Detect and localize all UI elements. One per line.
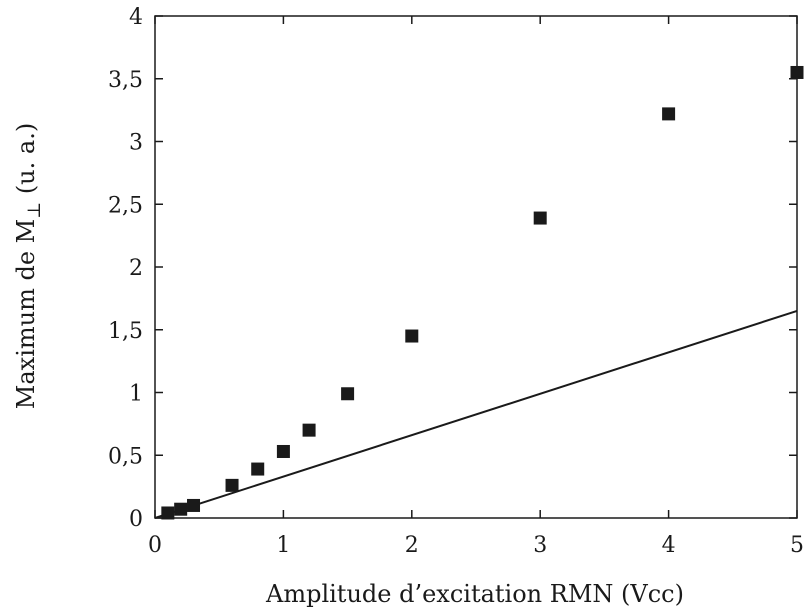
data-point [276,444,290,458]
fit-line-group [154,309,798,519]
x-tick-label: 2 [405,533,419,558]
y-tick-label: 2,5 [108,193,143,218]
y-axis-label-main: Maximum de M [12,219,40,409]
reference-line [154,309,798,519]
data-point [662,107,676,121]
data-point [174,502,188,516]
data-point [405,329,419,343]
y-tick-label: 2 [129,256,143,281]
data-markers [161,65,804,520]
y-tick-label: 1 [129,382,143,407]
data-point [302,423,316,437]
data-point [251,462,265,476]
plot-frame [154,15,798,519]
data-point [790,65,804,79]
x-axis-label: Amplitude d’excitation RMN (Vcc) [265,580,684,608]
y-tick-label: 1,5 [108,319,143,344]
y-tick-label: 3,5 [108,68,143,93]
y-tick-label: 0 [129,507,143,532]
x-tick-label: 5 [790,533,804,558]
y-tick-label: 4 [129,5,143,30]
data-point [533,211,547,225]
y-axis-ticks: 0 0,5 1 1,5 2 2,5 3 3,5 4 [108,5,797,532]
data-point [341,387,355,401]
data-point [225,478,239,492]
data-point [161,506,175,520]
plot-border [154,15,798,519]
y-axis-label: Maximum de M⊥ (u. a.) [12,123,45,409]
y-axis-label-unit: (u. a.) [12,123,40,202]
x-tick-label: 1 [276,533,290,558]
x-axis-ticks: 0 1 2 3 4 5 [148,16,804,558]
x-tick-label: 0 [148,533,162,558]
y-tick-label: 0,5 [108,444,143,469]
x-tick-label: 4 [662,533,676,558]
x-tick-label: 3 [533,533,547,558]
y-axis-label-subscript: ⊥ [24,202,45,219]
data-point [187,498,201,512]
y-tick-label: 3 [129,131,143,156]
